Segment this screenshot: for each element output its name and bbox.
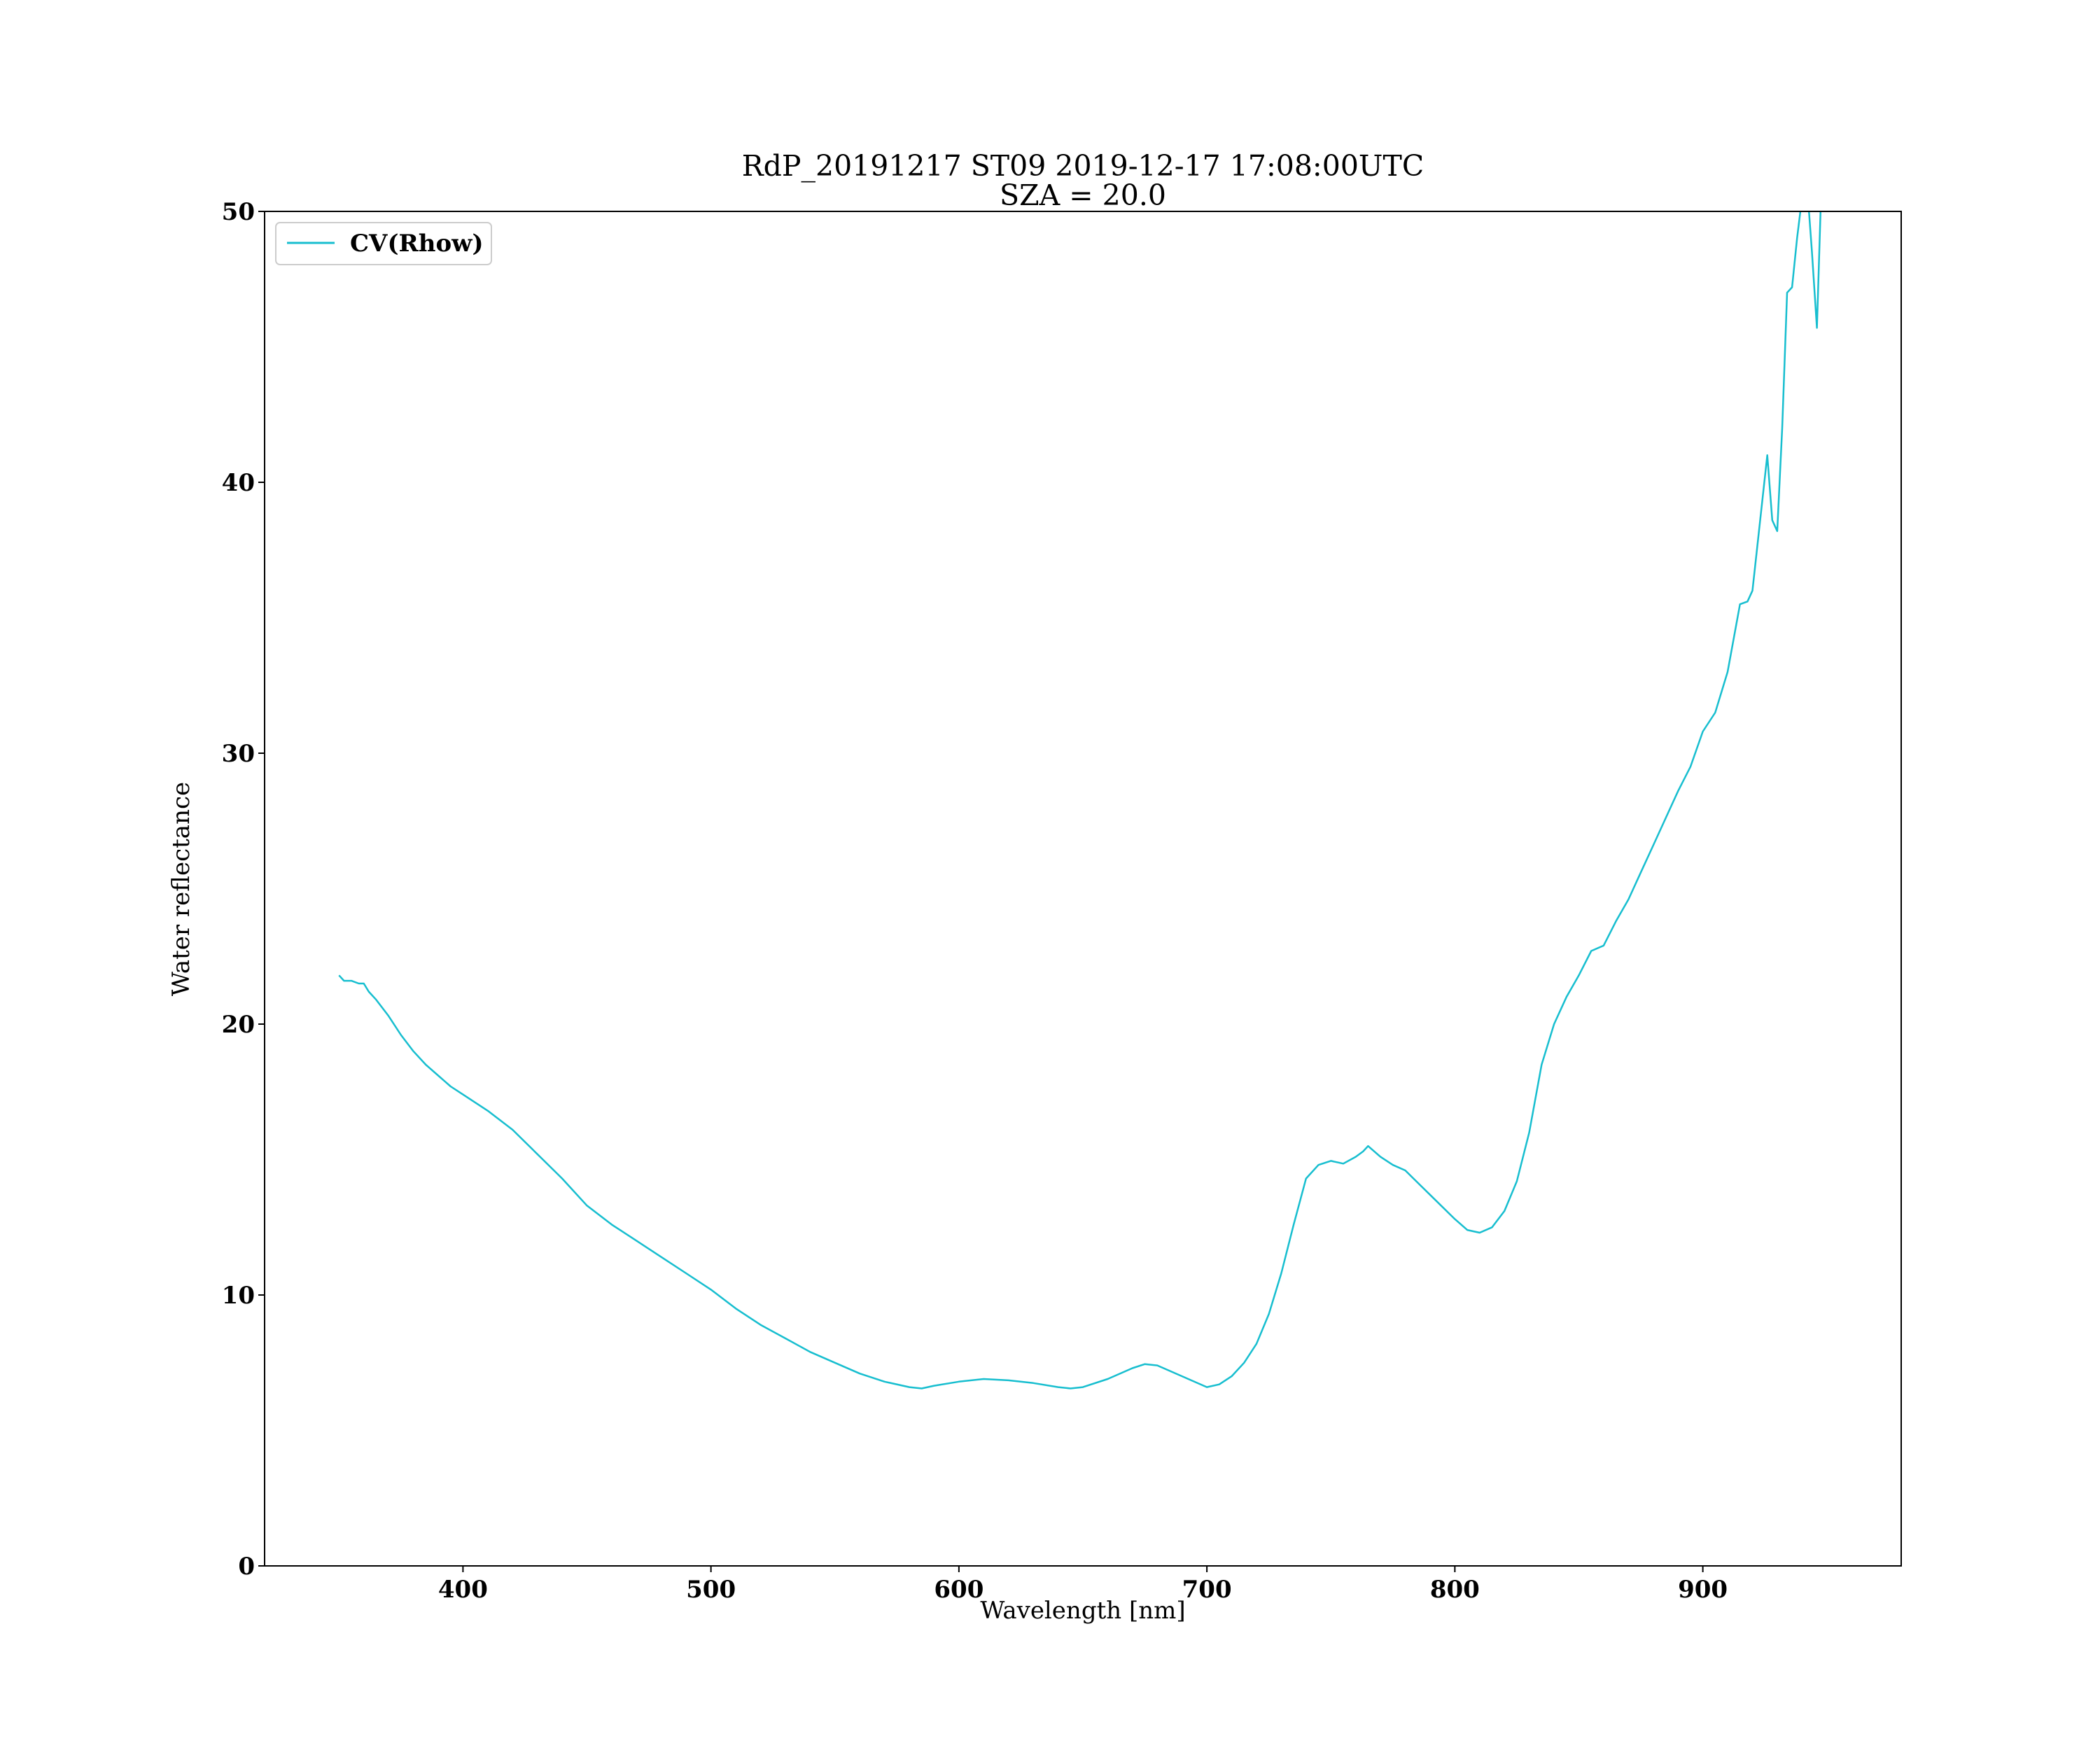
y-tick-label: 10: [222, 1282, 255, 1310]
series-line-cv-rhow: [338, 211, 1822, 1390]
x-tick-label: 700: [1182, 1576, 1232, 1604]
legend: CV(Rhow): [275, 222, 492, 265]
y-tick-label: 50: [222, 198, 255, 226]
y-tick-label: 40: [222, 469, 255, 497]
y-axis: 0 10 20 30 40 50: [222, 198, 265, 1581]
x-tick-label: 800: [1430, 1576, 1480, 1604]
chart-title: RdP_20191217 ST09 2019-12-17 17:08:00UTC: [742, 149, 1424, 183]
y-tick-label: 0: [238, 1553, 255, 1581]
y-tick-label: 30: [222, 740, 255, 768]
x-axis: 400 500 600 700 800 900: [438, 1566, 1728, 1604]
x-axis-label: Wavelength [nm]: [980, 1597, 1185, 1625]
plot-frame: [264, 211, 1902, 1567]
y-axis-label: Water reflectance: [167, 782, 195, 996]
x-tick-label: 400: [438, 1576, 488, 1604]
legend-box: [275, 222, 492, 265]
legend-label: CV(Rhow): [350, 230, 484, 258]
x-tick-label: 900: [1678, 1576, 1728, 1604]
x-tick-label: 600: [934, 1576, 983, 1604]
y-tick-label: 20: [222, 1011, 255, 1039]
plot-area: [338, 211, 1822, 1390]
chart-subtitle: SZA = 20.0: [1000, 178, 1166, 212]
x-tick-label: 500: [686, 1576, 736, 1604]
